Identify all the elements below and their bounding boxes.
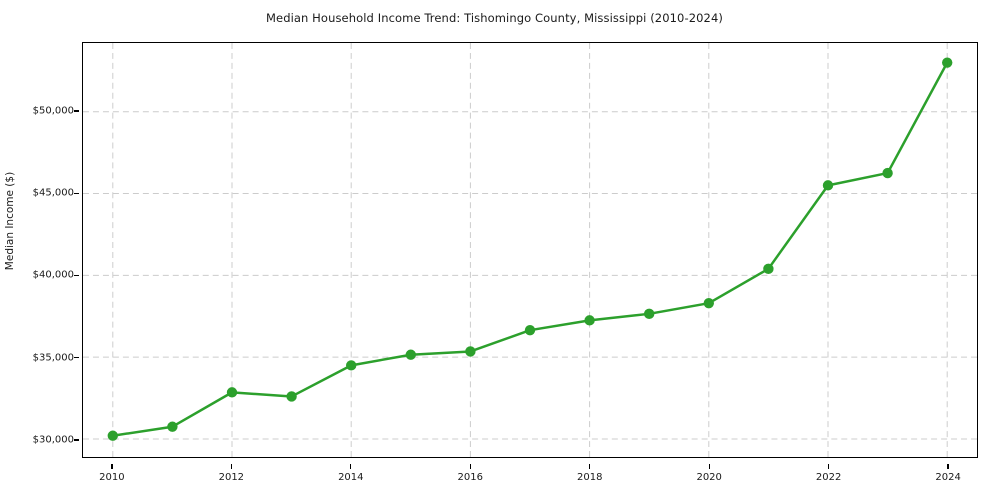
data-point-marker[interactable] xyxy=(942,57,953,68)
x-axis-tick-label: 2018 xyxy=(576,472,603,483)
y-axis-tick-label: $45,000 xyxy=(32,187,74,199)
data-point-marker[interactable] xyxy=(226,387,238,398)
data-series-layer xyxy=(107,57,953,441)
data-point-marker[interactable] xyxy=(107,430,118,441)
x-axis-tick-labels: 2010 2012 2014 2016 2018 2020 2022 2024 xyxy=(82,464,978,484)
data-point-marker[interactable] xyxy=(822,180,834,191)
y-axis-tick-labels: $30,000 $35,000 $40,000 $45,000 $50,000 xyxy=(0,42,79,458)
x-axis-tickmark xyxy=(469,464,471,469)
data-point-marker[interactable] xyxy=(405,349,416,360)
data-point-marker[interactable] xyxy=(763,263,774,274)
y-axis-tick-label: $50,000 xyxy=(32,105,74,117)
data-point-marker[interactable] xyxy=(584,315,595,326)
data-point-marker[interactable] xyxy=(465,346,476,357)
y-axis-tickmark xyxy=(74,439,79,441)
y-axis-tickmark xyxy=(74,192,79,194)
x-axis-tickmark xyxy=(708,464,710,469)
x-axis-tickmark xyxy=(111,464,113,469)
x-axis-tick-label: 2022 xyxy=(815,472,842,483)
y-axis-tick-label: $35,000 xyxy=(32,352,74,364)
y-axis-tick-label: $40,000 xyxy=(32,269,74,281)
data-point-marker[interactable] xyxy=(286,391,297,402)
x-axis-tick-label: 2014 xyxy=(338,472,364,483)
y-axis-tickmark xyxy=(74,357,79,359)
x-axis-tick-label: 2024 xyxy=(935,472,961,483)
x-axis-tick-label: 2010 xyxy=(99,472,125,483)
data-point-marker[interactable] xyxy=(346,360,357,371)
x-axis-tickmark xyxy=(350,464,352,469)
x-axis-tick-label: 2012 xyxy=(218,472,245,483)
chart-title: Median Household Income Trend: Tishoming… xyxy=(266,11,723,25)
y-axis-tickmark xyxy=(74,274,79,277)
data-point-marker[interactable] xyxy=(644,308,655,319)
series-line xyxy=(111,61,949,437)
data-point-marker[interactable] xyxy=(882,167,893,179)
data-point-marker[interactable] xyxy=(524,325,536,336)
y-axis-tickmark xyxy=(74,110,79,112)
data-point-marker[interactable] xyxy=(167,421,178,432)
x-axis-tickmark xyxy=(589,464,591,469)
plot-area xyxy=(82,42,978,458)
x-axis-tickmark xyxy=(828,464,830,469)
x-axis-tickmark xyxy=(230,464,232,469)
x-axis-tick-label: 2016 xyxy=(457,472,483,483)
data-point-marker[interactable] xyxy=(703,298,714,309)
x-axis-tickmark xyxy=(947,464,949,469)
y-axis-tick-label: $30,000 xyxy=(32,434,74,446)
x-axis-tick-label: 2020 xyxy=(696,472,722,483)
